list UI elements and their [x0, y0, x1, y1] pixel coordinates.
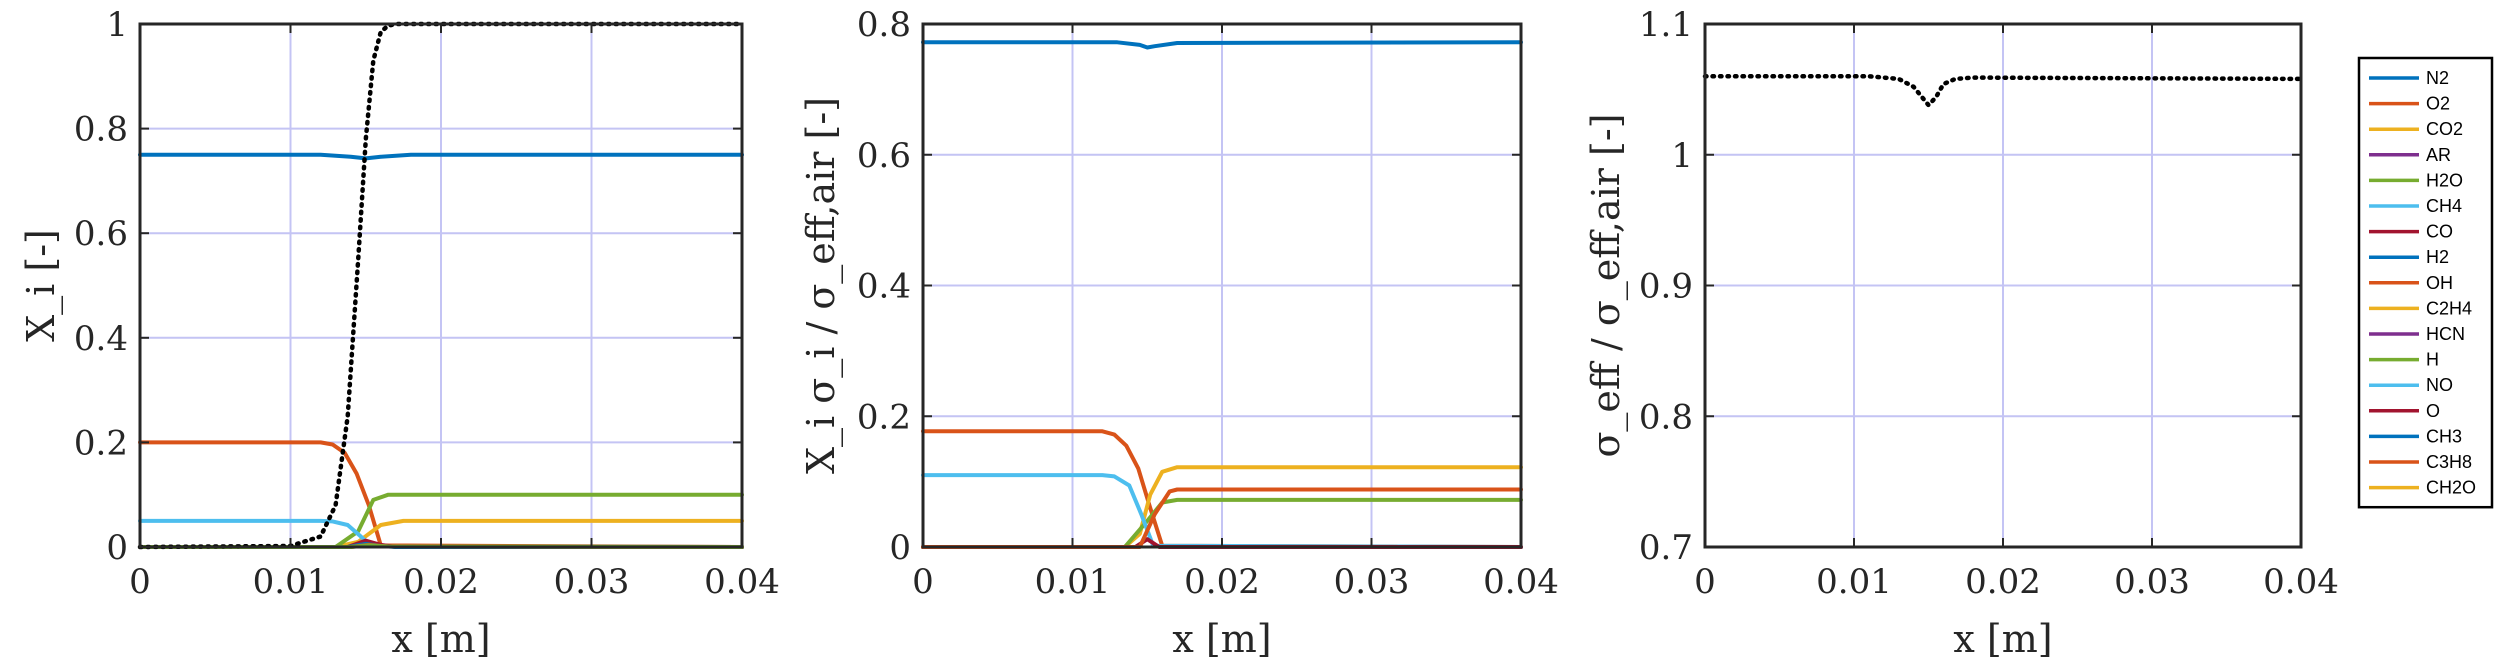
y-tick-label: 1 [1671, 136, 1693, 176]
y-axis-title: X_i σ_i / σ_eff,air [-] [799, 97, 844, 474]
legend-label: C2H4 [2426, 298, 2472, 318]
y-axis-title: σ_eff / σ_eff,air [-] [1584, 113, 1629, 457]
x-tick-label: 0 [129, 562, 151, 602]
legend-label: N2 [2426, 68, 2449, 88]
y-tick-label: 0 [106, 528, 128, 568]
x-tick-label: 0.03 [1334, 562, 1410, 602]
series-line-o2 [138, 440, 744, 549]
legend-entry: CO2 [2369, 119, 2463, 139]
x-tick-label: 0 [1694, 562, 1716, 602]
x-axis-title: x [m] [1953, 617, 2052, 661]
legend-entry: C2H4 [2369, 298, 2472, 318]
legend-label: CO2 [2426, 119, 2463, 139]
x-axis-title: x [m] [391, 617, 490, 661]
y-tick-label: 1 [106, 5, 128, 45]
y-axis-title: X_i [-] [19, 229, 64, 342]
legend-entry: CH2O [2369, 478, 2476, 498]
legend-entry: N2 [2369, 68, 2449, 88]
legend-entry: O2 [2369, 94, 2450, 114]
legend-label: CH2O [2426, 478, 2476, 498]
x-tick-label: 0.02 [1965, 562, 2041, 602]
legend-label: C3H8 [2426, 452, 2472, 472]
legend-entry: CH4 [2369, 196, 2462, 216]
x-tick-label: 0.01 [1816, 562, 1892, 602]
x-tick-label: 0.02 [1184, 562, 1260, 602]
y-tick-label: 0.9 [1639, 267, 1693, 307]
x-tick-label: 0.04 [704, 562, 780, 602]
y-tick-label: 0.7 [1639, 528, 1693, 568]
y-tick-label: 0.6 [857, 136, 911, 176]
legend-label: NO [2426, 375, 2453, 395]
legend-entry: O [2369, 401, 2440, 421]
panel-1: 0 0.01 0.02 0.03 0.04 0 0.2 0.4 0.6 0.8 1 x [m] X_i … [19, 5, 780, 661]
legend-entry: OH [2369, 273, 2453, 293]
legend-label: HCN [2426, 324, 2465, 344]
legend: N2 O2 CO2 AR H2O CH4 CO H2 OH C2H4 HCN H NO O CH3 C3H8 C… [2357, 56, 2494, 509]
x-tick-label: 0.01 [1035, 562, 1111, 602]
x-tick-label: 0.04 [2263, 562, 2339, 602]
legend-entry: CH3 [2369, 426, 2462, 446]
legend-label: H2O [2426, 170, 2463, 190]
legend-label: CH4 [2426, 196, 2462, 216]
y-tick-label: 0.6 [74, 214, 128, 254]
x-tick-label: 0.01 [253, 562, 329, 602]
x-tick-label: 0.02 [403, 562, 479, 602]
y-tick-label: 0.2 [74, 423, 128, 463]
x-tick-label: 0 [912, 562, 934, 602]
legend-label: H2 [2426, 247, 2449, 267]
legend-label: CH3 [2426, 426, 2462, 446]
y-tick-label: 0.8 [1639, 397, 1693, 437]
x-axis-title: x [m] [1172, 617, 1271, 661]
legend-entry: H [2369, 350, 2439, 370]
legend-label: OH [2426, 273, 2453, 293]
y-tick-label: 0.4 [74, 319, 128, 359]
legend-entry: CO [2369, 222, 2453, 242]
legend-label: CO [2426, 222, 2453, 242]
y-tick-label: 0.8 [857, 5, 911, 45]
series-line-o2 [921, 429, 1523, 549]
legend-entry: H2 [2369, 247, 2449, 267]
legend-entry: NO [2369, 375, 2453, 395]
series-line-n2 [921, 40, 1523, 50]
legend-entry: H2O [2369, 170, 2463, 190]
x-tick-label: 0.04 [1483, 562, 1559, 602]
y-tick-label: 0.2 [857, 397, 911, 437]
legend-entry: HCN [2369, 324, 2465, 344]
legend-label: O [2426, 401, 2440, 421]
legend-entry: AR [2369, 145, 2451, 165]
panel-3: 0 0.01 0.02 0.03 0.04 0.7 0.8 0.9 1 1.1 x [m] σ_eff… [1584, 5, 2339, 661]
y-tick-label: 0.8 [74, 110, 128, 150]
legend-label: O2 [2426, 94, 2450, 114]
legend-label: H [2426, 350, 2439, 370]
y-tick-label: 0 [889, 528, 911, 568]
panel-2: 0 0.01 0.02 0.03 0.04 0 0.2 0.4 0.6 0.8 x [m] X_i σ… [799, 5, 1559, 661]
y-tick-label: 0.4 [857, 267, 911, 307]
series-line--eff [1702, 74, 2304, 108]
x-tick-label: 0.03 [554, 562, 630, 602]
legend-entry: C3H8 [2369, 452, 2472, 472]
y-tick-label: 1.1 [1639, 5, 1693, 45]
x-tick-label: 0.03 [2114, 562, 2190, 602]
legend-label: AR [2426, 145, 2451, 165]
